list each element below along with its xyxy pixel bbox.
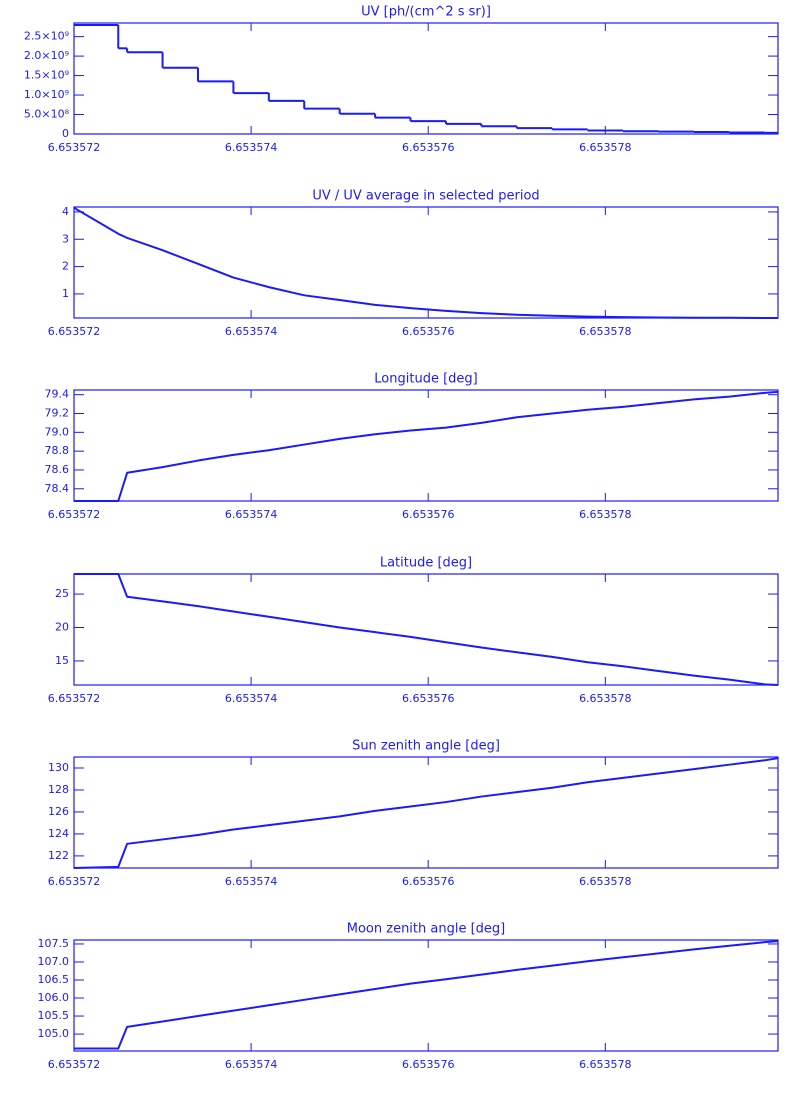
- subplot: Sun zenith angle [deg] 122 124 126 128 130 6.6…: [48, 739, 779, 888]
- x-tick-label: 6.653576: [402, 508, 455, 521]
- y-tick-label: 2.5×10⁹: [24, 30, 69, 43]
- y-tick-label: 25: [55, 587, 69, 600]
- chart-title: Longitude [deg]: [374, 372, 477, 387]
- x-tick-label: 6.653576: [402, 692, 455, 705]
- x-tick-label: 6.653574: [225, 692, 278, 705]
- x-tick-label: 6.653572: [48, 508, 101, 521]
- y-tick-label: 79.0: [45, 425, 70, 438]
- x-tick-label: 6.653578: [579, 875, 632, 888]
- y-tick-label: 0: [62, 127, 69, 140]
- plot-frame: [73, 206, 779, 319]
- plot-frame: [73, 939, 779, 1052]
- subplot: Longitude [deg] 78.4 78.6 78.8 79.0 79.2 79.4 6…: [45, 372, 779, 521]
- y-tick-label: 122: [48, 849, 69, 862]
- y-tick-label: 1.0×10⁹: [24, 88, 69, 101]
- y-tick-label: 78.8: [45, 444, 70, 457]
- y-tick-label: 5.0×10⁸: [24, 108, 70, 121]
- y-tick-label: 106.5: [38, 973, 70, 986]
- y-tick-label: 126: [48, 805, 69, 818]
- x-tick-label: 6.653572: [48, 325, 101, 338]
- chart-title: UV [ph/(cm^2 s sr)]: [361, 5, 491, 20]
- plot-frame: [73, 22, 779, 135]
- y-tick-label: 124: [48, 827, 69, 840]
- data-line: [74, 940, 779, 1050]
- y-tick-label: 1.5×10⁹: [24, 69, 69, 82]
- data-line: [74, 573, 779, 686]
- x-tick-label: 6.653578: [579, 141, 632, 154]
- y-tick-label: 105.0: [38, 1027, 70, 1040]
- x-tick-label: 6.653576: [402, 875, 455, 888]
- y-tick-label: 2.0×10⁹: [24, 49, 69, 62]
- x-tick-label: 6.653574: [225, 325, 278, 338]
- x-tick-label: 6.653574: [225, 875, 278, 888]
- y-tick-label: 106.0: [38, 991, 70, 1004]
- y-tick-label: 4: [62, 205, 69, 218]
- data-line: [73, 757, 779, 869]
- y-tick-label: 130: [48, 761, 69, 774]
- x-tick-label: 6.653572: [48, 141, 101, 154]
- y-tick-label: 3: [62, 232, 69, 245]
- x-tick-label: 6.653576: [402, 1058, 455, 1071]
- y-tick-label: 107.0: [38, 955, 70, 968]
- data-line: [73, 206, 778, 319]
- x-tick-label: 6.653578: [579, 508, 632, 521]
- subplot: Latitude [deg] 15 20 25 6.653572 6.653574 6.65…: [48, 556, 779, 705]
- y-tick-label: 78.6: [45, 463, 70, 476]
- chart-title: Sun zenith angle [deg]: [352, 739, 500, 754]
- y-tick-label: 79.2: [45, 407, 70, 420]
- y-tick-label: 107.5: [38, 937, 70, 950]
- data-line: [74, 390, 779, 502]
- subplot: UV [ph/(cm^2 s sr)] 0 5.0×10⁸ 1.0×10⁹ 1.5×10…: [24, 5, 779, 154]
- plot-frame: [73, 573, 779, 686]
- x-tick-label: 6.653572: [48, 875, 101, 888]
- plot-frame: [73, 389, 779, 502]
- x-tick-label: 6.653572: [48, 692, 101, 705]
- x-tick-label: 6.653574: [225, 141, 278, 154]
- chart-title: UV / UV average in selected period: [312, 189, 539, 204]
- x-tick-label: 6.653578: [579, 692, 632, 705]
- y-tick-label: 128: [48, 783, 69, 796]
- x-tick-label: 6.653574: [225, 508, 278, 521]
- x-tick-label: 6.653578: [579, 1058, 632, 1071]
- y-tick-label: 15: [55, 654, 69, 667]
- y-tick-label: 1: [62, 287, 69, 300]
- x-tick-label: 6.653576: [402, 141, 455, 154]
- x-tick-label: 6.653574: [225, 1058, 278, 1071]
- x-tick-label: 6.653576: [402, 325, 455, 338]
- chart-title: Latitude [deg]: [380, 556, 472, 571]
- subplot: Moon zenith angle [deg] 105.0 105.5 106.0 10…: [38, 922, 779, 1071]
- chart-title: Moon zenith angle [deg]: [347, 922, 505, 937]
- x-tick-label: 6.653572: [48, 1058, 101, 1071]
- y-tick-label: 20: [55, 620, 69, 633]
- y-tick-label: 2: [62, 260, 69, 273]
- x-tick-label: 6.653578: [579, 325, 632, 338]
- y-tick-label: 105.5: [38, 1009, 70, 1022]
- plot-frame: [73, 756, 779, 869]
- y-tick-label: 79.4: [45, 388, 70, 401]
- y-tick-label: 78.4: [45, 482, 70, 495]
- subplot: UV / UV average in selected period 1 2 3 4 6.…: [48, 189, 779, 338]
